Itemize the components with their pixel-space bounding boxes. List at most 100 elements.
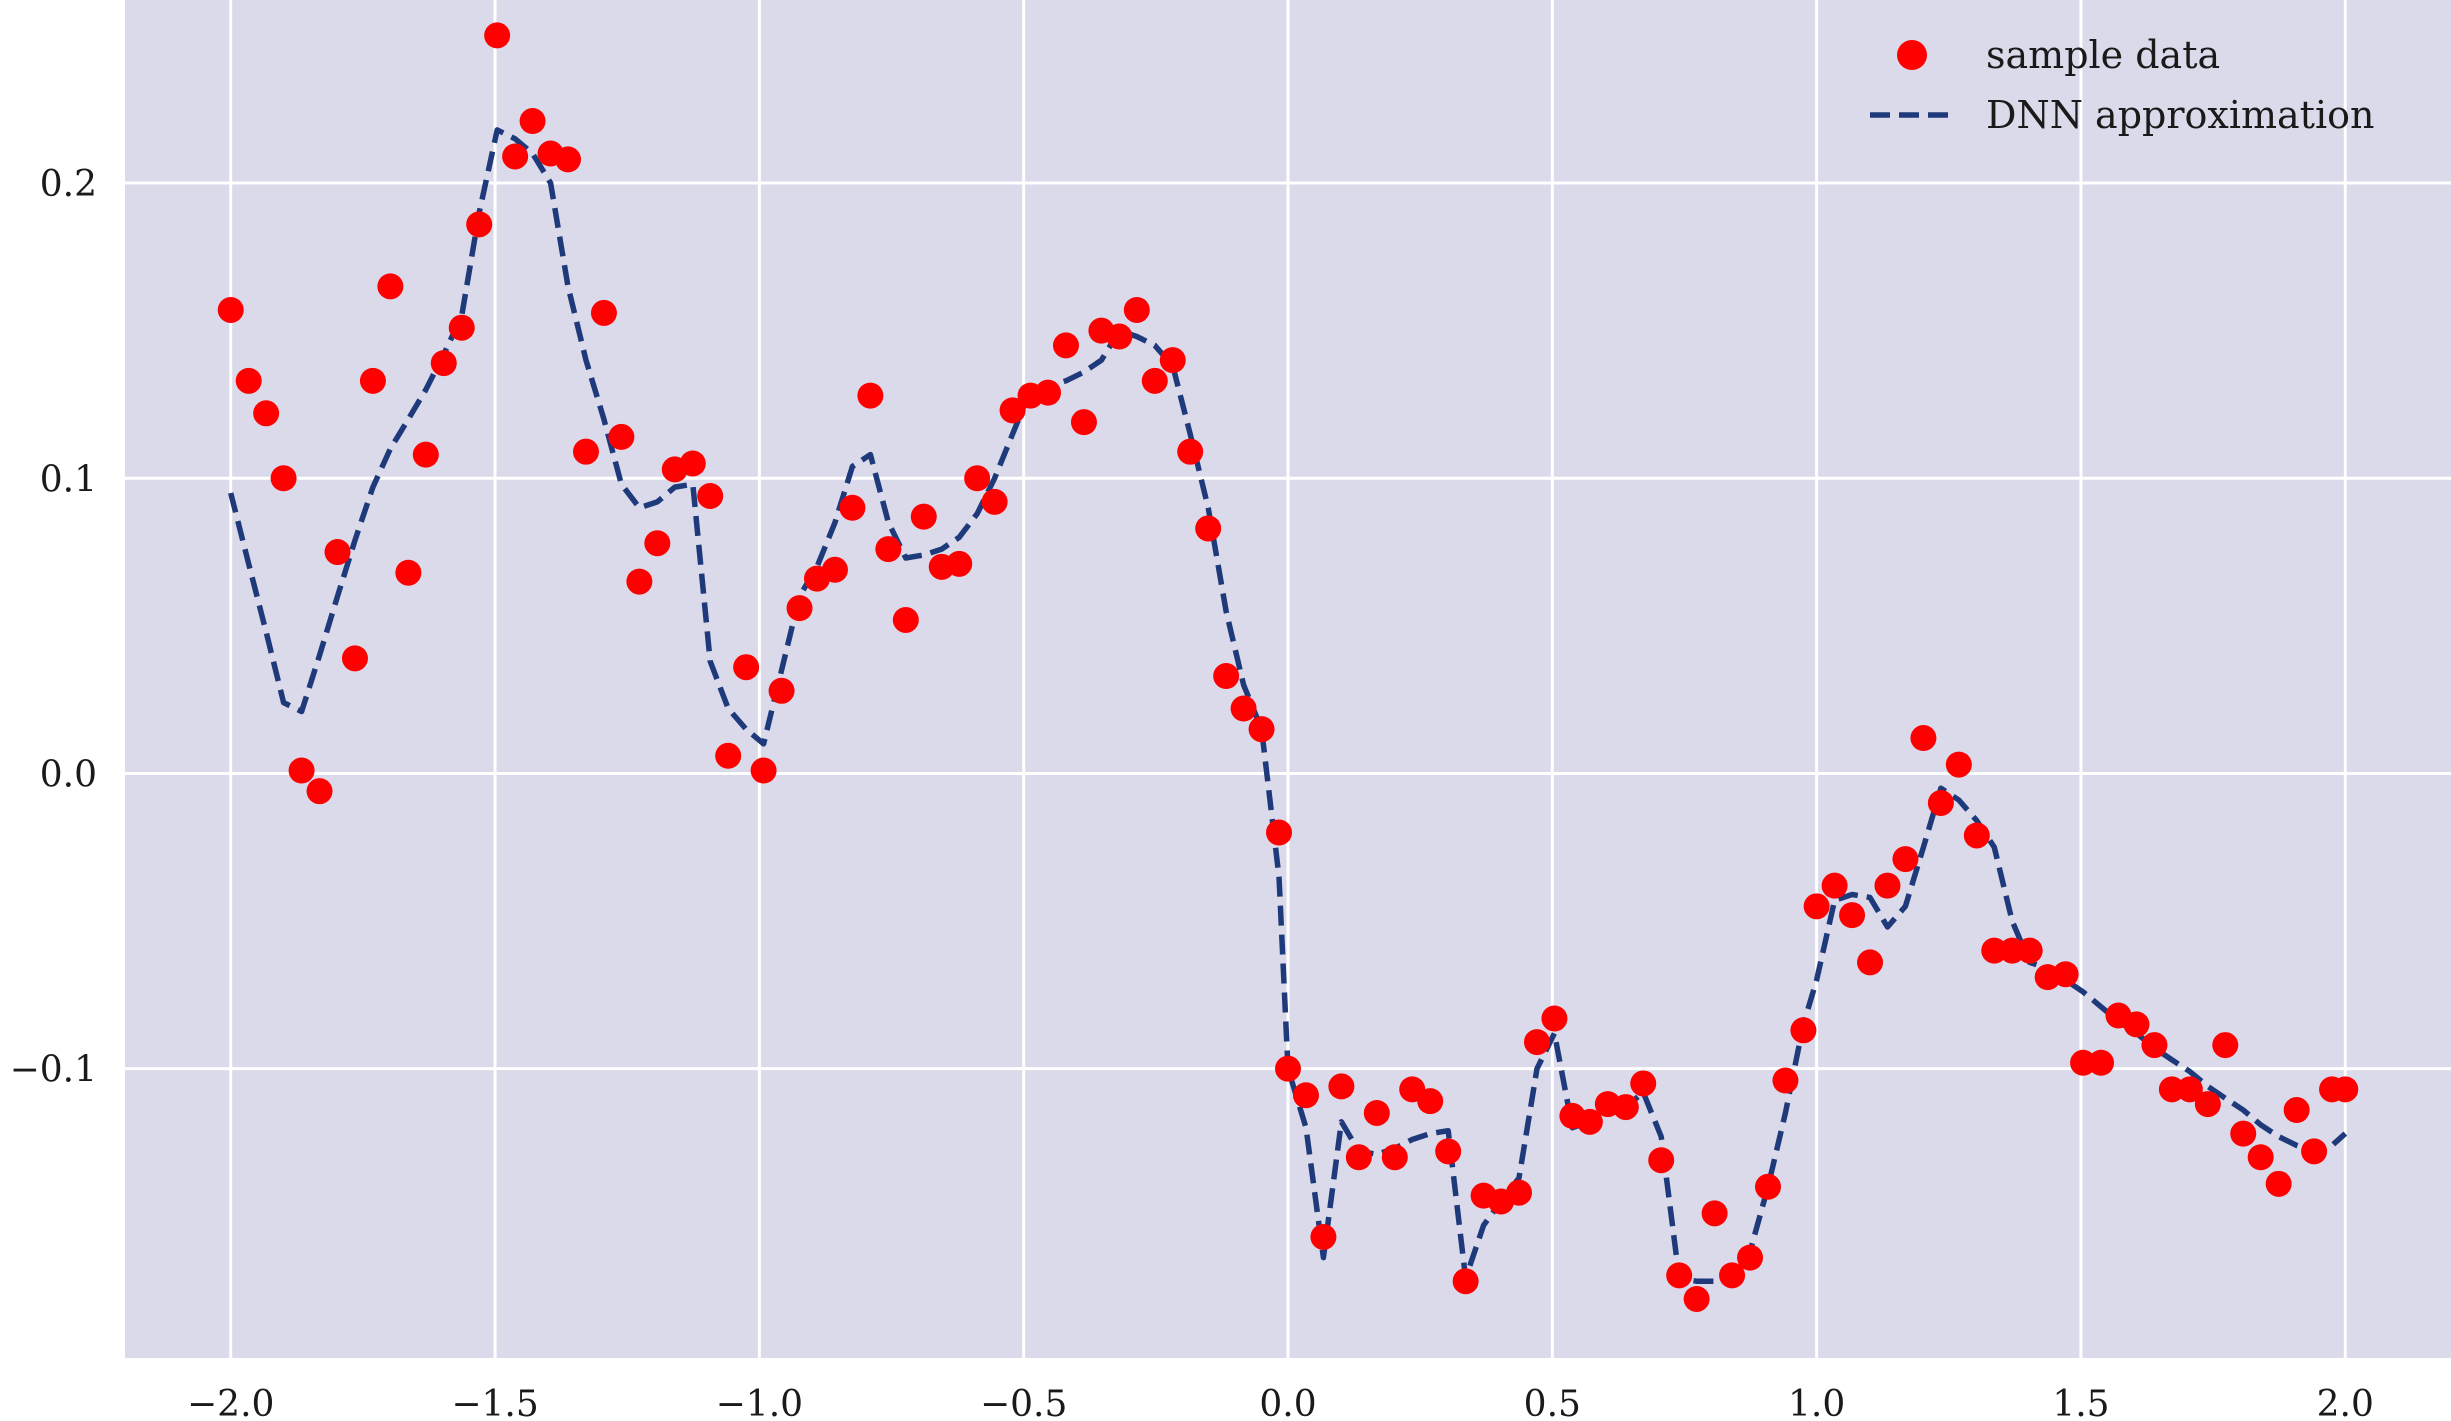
sample-data-point (1213, 663, 1240, 690)
sample-data-point (1612, 1094, 1639, 1121)
sample-data-point (981, 488, 1008, 515)
sample-data-point (2176, 1076, 2203, 1103)
sample-data-point (1755, 1173, 1782, 1200)
sample-data-point (1839, 902, 1866, 929)
sample-data-point (359, 367, 386, 394)
sample-data-point (892, 606, 919, 633)
sample-data-point (1052, 332, 1079, 359)
x-tick-label: −2.0 (187, 1384, 274, 1421)
sample-data-point (466, 211, 493, 238)
sample-data-point (1821, 872, 1848, 899)
sample-data-point (1266, 819, 1293, 846)
sample-data-point (2247, 1144, 2274, 1171)
sample-data-point (644, 530, 671, 557)
sample-data-point (875, 536, 902, 563)
x-tick-label: −0.5 (980, 1384, 1067, 1421)
sample-data-point (2123, 1011, 2150, 1038)
x-tick-label: 0.0 (1259, 1384, 1316, 1421)
sample-data-point (626, 568, 653, 595)
sample-data-point (1963, 822, 1990, 849)
sample-data-point (910, 503, 937, 530)
sample-data-point (608, 423, 635, 450)
sample-data-point (2212, 1032, 2239, 1059)
sample-data-point (1737, 1244, 1764, 1271)
sample-data-point (1034, 379, 1061, 406)
sample-data-point (999, 397, 1026, 424)
sample-data-point (377, 273, 404, 300)
legend-marker-sample-data (1897, 40, 1927, 70)
sample-data-point (2052, 961, 2079, 988)
sample-data-point (590, 299, 617, 326)
sample-data-point (270, 465, 297, 492)
y-tick-label: 0.1 (40, 459, 97, 500)
sample-data-point (946, 550, 973, 577)
sample-data-point (1523, 1029, 1550, 1056)
sample-data-point (2230, 1120, 2257, 1147)
sample-data-point (448, 314, 475, 341)
legend: sample data DNN approximation (1870, 33, 2374, 137)
sample-data-point (217, 296, 244, 323)
sample-data-point (1363, 1099, 1390, 1126)
sample-data-point (519, 108, 546, 135)
sample-data-point (306, 778, 333, 805)
sample-data-point (1945, 751, 1972, 778)
sample-data-point (395, 559, 422, 586)
sample-data-point (253, 400, 280, 427)
sample-data-point (1790, 1017, 1817, 1044)
sample-data-point (964, 465, 991, 492)
x-tick-label: 1.5 (2052, 1384, 2109, 1421)
sample-data-point (1417, 1088, 1444, 1115)
x-tick-label: 1.0 (1788, 1384, 1845, 1421)
sample-data-point (1803, 893, 1830, 920)
y-tick-label: 0.0 (40, 754, 97, 795)
sample-data-point (750, 757, 777, 784)
sample-data-point (1666, 1262, 1693, 1289)
sample-data-point (1874, 872, 1901, 899)
x-tick-label: 0.5 (1524, 1384, 1581, 1421)
sample-data-point (1275, 1055, 1301, 1082)
sample-data-point (554, 146, 581, 173)
sample-data-point (715, 742, 742, 769)
sample-data-point (1857, 949, 1884, 976)
sample-data-point (1772, 1067, 1799, 1094)
sample-data-point (235, 367, 262, 394)
sample-data-point (1310, 1223, 1337, 1250)
sample-data-point (1648, 1147, 1675, 1174)
sample-data-point (1248, 716, 1275, 743)
sample-data-point (2301, 1138, 2328, 1165)
sample-data-point (1177, 438, 1204, 465)
sample-data-point (1159, 347, 1186, 374)
sample-data-point (2016, 937, 2043, 964)
sample-data-point (412, 441, 439, 468)
sample-data-point (2070, 1049, 2097, 1076)
sample-data-point (2194, 1091, 2221, 1118)
sample-data-point (502, 143, 529, 170)
sample-data-point (2283, 1097, 2310, 1124)
sample-data-point (2141, 1032, 2168, 1059)
y-tick-label: 0.2 (40, 164, 97, 205)
sample-data-point (2332, 1076, 2359, 1103)
sample-data-point (733, 654, 760, 681)
sample-data-point (1630, 1070, 1657, 1097)
sample-data-point (2265, 1170, 2292, 1197)
sample-data-point (1106, 323, 1133, 350)
sample-data-point (1927, 789, 1954, 816)
sample-data-point (1195, 515, 1222, 542)
sample-data-point (697, 482, 724, 509)
sample-data-point (288, 757, 315, 784)
sample-data-point (857, 382, 884, 409)
sample-data-point (786, 595, 813, 622)
x-tick-label: −1.0 (716, 1384, 803, 1421)
sample-data-point (1892, 846, 1919, 873)
x-axis-ticks: −2.0 −1.5 −1.0 −0.5 0.0 0.5 1.0 1.5 2.0 (187, 1384, 2374, 1421)
sample-data-point (324, 539, 351, 566)
sample-data-point (1452, 1268, 1479, 1295)
legend-label-dnn-approximation: DNN approximation (1986, 93, 2374, 137)
sample-data-point (1141, 367, 1168, 394)
x-tick-label: 2.0 (2317, 1384, 2374, 1421)
sample-data-point (1381, 1144, 1408, 1171)
sample-data-point (1910, 725, 1937, 752)
y-tick-label: −0.1 (10, 1050, 97, 1091)
sample-data-point (1435, 1138, 1462, 1165)
